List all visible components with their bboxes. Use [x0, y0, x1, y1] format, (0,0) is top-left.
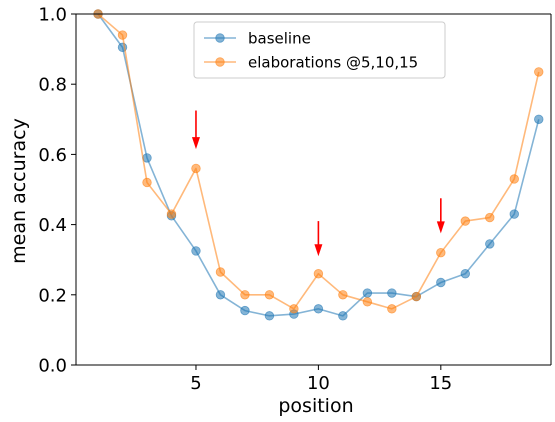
series-0-point-7 [240, 305, 250, 316]
series-1-point-13 [387, 304, 397, 314]
series-1-point-15 [436, 247, 446, 258]
y-tick-label: 0.0 [38, 356, 67, 377]
legend-marker-1 [215, 57, 225, 67]
series-1-point-11 [338, 290, 348, 300]
series-0-point-6 [215, 290, 226, 300]
arrow-head-1 [314, 244, 323, 257]
series-1-point-12 [362, 297, 373, 307]
y-axis-label: mean accuracy [8, 118, 30, 264]
axes-layer: 0.0 0.2 0.4 0.6 0.8 1.0 5 10 15 [38, 5, 552, 394]
series-1-point-2 [117, 30, 128, 40]
legend-label-0: baseline [248, 30, 311, 48]
series-1-point-10 [313, 269, 324, 279]
series-1-point-19 [534, 67, 544, 77]
series-1-point-8 [264, 290, 275, 300]
series-0-point-13 [387, 288, 397, 298]
series-0-point-16 [460, 269, 471, 279]
series-0-point-17 [485, 239, 495, 249]
series-1-point-5 [191, 163, 201, 174]
series-1-point-14 [411, 291, 422, 302]
legend-label-1: elaborations @5,10,15 [248, 54, 418, 72]
series-1-point-6 [215, 267, 226, 277]
x-tick-label: 15 [429, 373, 452, 394]
series-1-point-7 [240, 290, 250, 300]
y-tick-label: 1.0 [38, 5, 67, 26]
y-tick-label: 0.4 [38, 215, 67, 236]
series-0-point-19 [534, 114, 544, 125]
series-0-point-12 [362, 288, 373, 298]
legend-marker-0 [215, 33, 225, 43]
series-1-point-4 [166, 209, 177, 219]
y-tick-label: 0.6 [38, 145, 67, 166]
arrow-head-2 [436, 221, 445, 234]
series-layer [93, 9, 544, 321]
x-axis-label: position [278, 395, 353, 417]
x-tick-label: 10 [307, 373, 330, 394]
series-0-point-15 [436, 277, 446, 288]
series-1-point-3 [142, 177, 152, 188]
series-0-point-10 [313, 304, 324, 314]
series-0-point-11 [338, 311, 348, 321]
x-tick-label: 5 [190, 373, 201, 394]
series-1-point-18 [509, 174, 519, 184]
arrow-head-0 [191, 137, 200, 150]
series-0-point-8 [264, 311, 275, 321]
series-0-point-18 [509, 209, 519, 219]
legend: baseline elaborations @5,10,15 [193, 21, 446, 79]
series-0-point-5 [191, 246, 201, 256]
series-1-point-9 [289, 304, 299, 314]
series-1-point-17 [485, 212, 495, 223]
annotation-layer [191, 110, 445, 257]
y-tick-label: 0.8 [38, 75, 67, 96]
series-1-point-16 [460, 216, 471, 226]
y-tick-label: 0.2 [38, 285, 67, 306]
legend-box [193, 21, 446, 79]
